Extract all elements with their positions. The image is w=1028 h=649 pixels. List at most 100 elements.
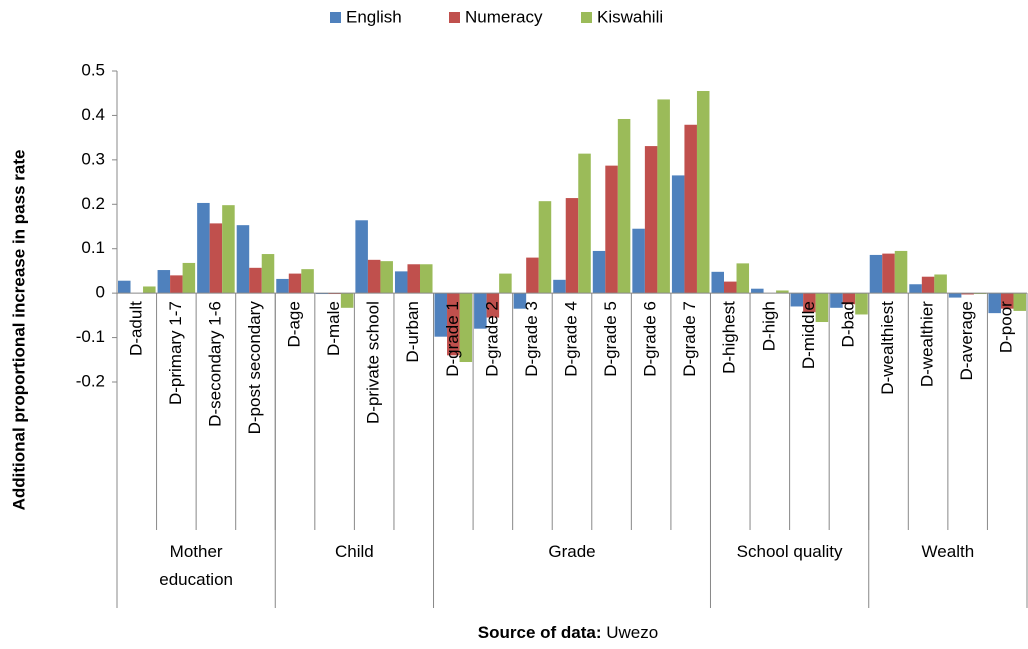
bar xyxy=(222,205,235,294)
bar xyxy=(605,165,618,294)
bar xyxy=(553,279,566,294)
bar xyxy=(1013,293,1026,311)
legend-label: Numeracy xyxy=(465,7,543,26)
bar xyxy=(486,293,500,318)
bar xyxy=(751,288,764,294)
bar xyxy=(380,261,393,294)
bar xyxy=(830,293,843,308)
bar xyxy=(592,250,606,294)
y-tick-label: 0.5 xyxy=(81,60,105,79)
bar xyxy=(1000,293,1014,309)
x-tick-label: D-average xyxy=(957,301,976,380)
y-tick-label: 0.3 xyxy=(81,149,105,168)
bar xyxy=(684,124,697,294)
bar xyxy=(182,262,196,294)
legend-swatch xyxy=(449,12,460,23)
bar xyxy=(815,293,829,323)
x-tick-label: D-middle xyxy=(799,301,818,369)
group-label: School quality xyxy=(736,542,843,561)
y-axis-label: Additional proportional increase in pass… xyxy=(9,150,28,511)
x-tick-label: D-grade 7 xyxy=(680,301,699,377)
bar xyxy=(118,280,131,294)
x-tick-label: D-grade 1 xyxy=(443,301,462,377)
bar xyxy=(474,293,487,329)
bar xyxy=(367,259,381,294)
x-tick-label: D-male xyxy=(324,301,343,356)
x-tick-label: D-urban xyxy=(403,301,422,362)
x-tick-label: D-grade 2 xyxy=(482,301,501,377)
y-tick-label: -0.2 xyxy=(76,371,105,390)
bar xyxy=(538,201,552,294)
legend-swatch xyxy=(330,12,341,23)
x-tick-label: D-grade 3 xyxy=(522,301,541,377)
x-tick-label: D-highest xyxy=(720,301,739,374)
bar xyxy=(736,263,750,294)
bar xyxy=(407,264,420,294)
bar xyxy=(513,293,527,309)
bar xyxy=(170,275,183,294)
bar xyxy=(434,293,448,337)
x-tick-label: D-age xyxy=(285,301,304,347)
y-tick-label: 0.4 xyxy=(81,105,105,124)
bar xyxy=(197,202,210,294)
x-tick-label: D-poor xyxy=(997,301,1016,353)
bar xyxy=(236,225,250,294)
bar xyxy=(394,271,408,294)
bar xyxy=(526,257,539,294)
bar xyxy=(855,293,868,315)
bar xyxy=(790,293,804,307)
x-tick-label: D-post secondary xyxy=(245,301,264,435)
bar xyxy=(143,286,156,294)
bar xyxy=(340,293,354,308)
x-label-bold: Source of data: xyxy=(478,623,602,642)
bar xyxy=(988,293,1001,314)
bar xyxy=(565,198,579,294)
x-tick-label: D-primary 1-7 xyxy=(166,301,185,405)
bar xyxy=(961,293,974,295)
bar xyxy=(671,175,685,294)
y-tick-label: 0 xyxy=(96,283,105,302)
x-tick-label: D-adult xyxy=(126,301,145,356)
bar xyxy=(420,264,433,294)
bar xyxy=(157,270,171,294)
x-tick-label: D-wealthiest xyxy=(878,301,897,395)
bar xyxy=(776,290,789,294)
bar xyxy=(261,254,275,294)
group-label: Grade xyxy=(548,542,596,561)
x-tick-label: D-private school xyxy=(364,301,383,424)
bar xyxy=(882,253,895,294)
bar xyxy=(934,274,947,294)
bar xyxy=(447,293,460,356)
bar xyxy=(617,118,631,294)
bar xyxy=(724,281,737,294)
bar xyxy=(657,99,670,294)
bar xyxy=(301,269,314,294)
y-tick-label: 0.1 xyxy=(81,238,105,257)
bar xyxy=(803,293,816,313)
bar xyxy=(948,293,962,298)
bar xyxy=(459,293,473,363)
group-label: Child xyxy=(335,542,374,561)
bar xyxy=(909,284,922,294)
x-label-text: Uwezo xyxy=(606,623,658,642)
group-label: Mother education xyxy=(159,542,233,589)
y-tick-label: -0.1 xyxy=(76,327,105,346)
bar xyxy=(209,223,223,294)
bar xyxy=(869,254,883,294)
bar xyxy=(276,278,289,294)
legend-label: English xyxy=(346,7,402,26)
bar xyxy=(578,153,591,294)
bar xyxy=(355,220,368,294)
legend-swatch xyxy=(581,12,592,23)
bar xyxy=(842,293,856,305)
bar xyxy=(632,228,645,294)
bar xyxy=(894,250,908,294)
bar xyxy=(499,273,512,294)
x-tick-label: D-bad xyxy=(838,301,857,347)
bar xyxy=(249,267,262,294)
bar xyxy=(921,276,935,294)
x-tick-label: D-grade 6 xyxy=(641,301,660,377)
bar xyxy=(711,271,724,294)
x-tick-label: D-wealthier xyxy=(918,301,937,387)
